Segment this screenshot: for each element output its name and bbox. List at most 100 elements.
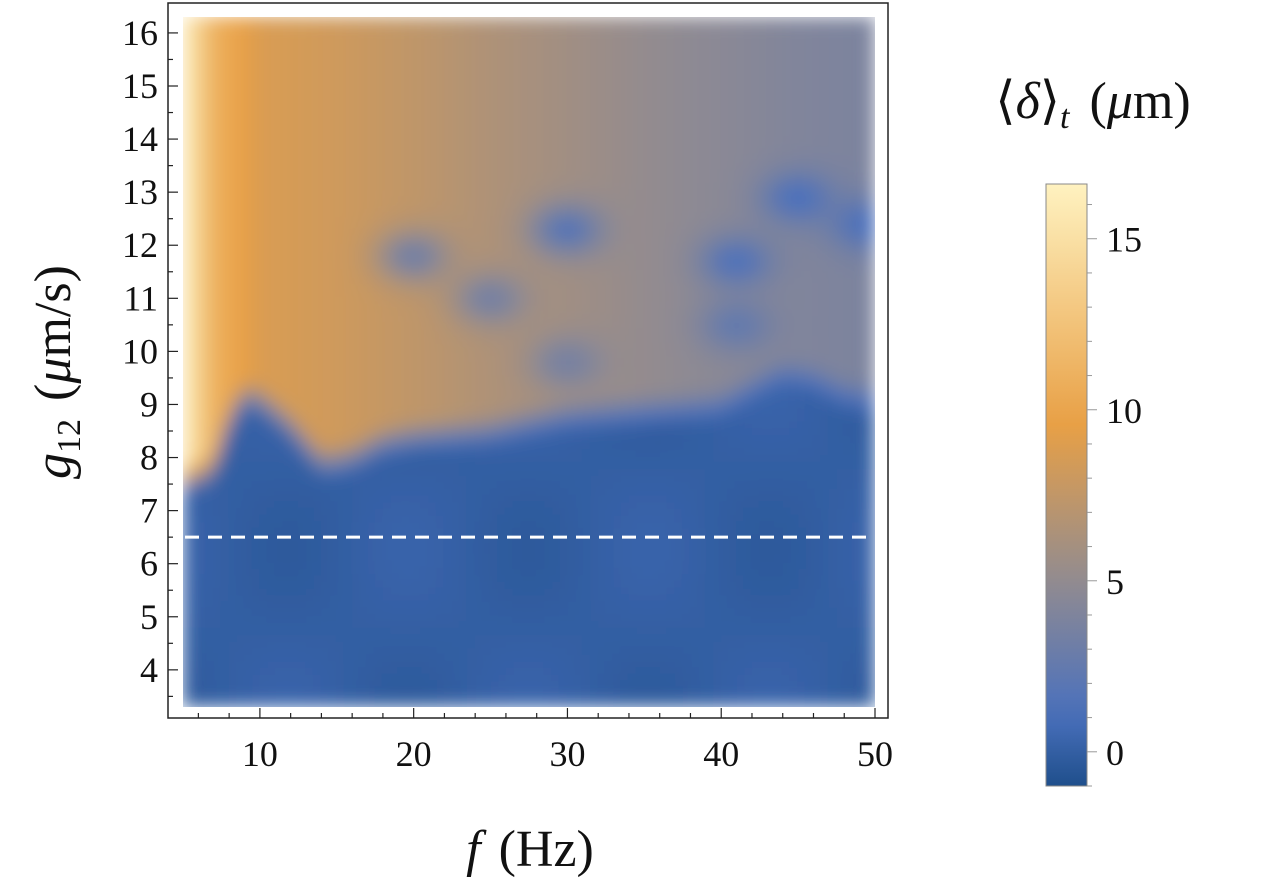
heatmap-cell [474, 129, 484, 137]
heatmap-cell [405, 149, 415, 157]
heatmap-cell [320, 381, 330, 390]
heatmap-cell [244, 660, 253, 668]
heatmap-cell [183, 666, 192, 675]
heatmap-cell [367, 467, 376, 476]
heatmap-cell [367, 301, 376, 310]
heatmap-cell [320, 547, 330, 555]
heatmap-cell [205, 175, 215, 184]
heatmap-cell [183, 301, 192, 310]
heatmap-cell [220, 474, 230, 482]
heatmap-cell [459, 308, 468, 317]
heatmap-cell [497, 23, 507, 31]
heatmap-cell [513, 560, 522, 569]
heatmap-cell [320, 109, 330, 118]
heatmap-cell [213, 447, 222, 456]
heatmap-cell [297, 268, 307, 277]
heatmap-cell [459, 102, 468, 111]
heatmap-cell [459, 441, 468, 449]
heatmap-cell [220, 381, 230, 390]
heatmap-cell [459, 474, 468, 482]
heatmap-cell [428, 427, 438, 436]
heatmap-cell [336, 699, 345, 707]
heatmap-cell [397, 447, 407, 456]
heatmap-cell [543, 686, 553, 695]
heatmap-cell [543, 182, 553, 190]
heatmap-cell [190, 447, 199, 456]
heatmap-cell [513, 334, 522, 343]
heatmap-cell [374, 89, 384, 98]
heatmap-cell [382, 281, 392, 290]
heatmap-cell [320, 17, 330, 25]
heatmap-cell [413, 401, 422, 409]
heatmap-cell [459, 540, 468, 549]
heatmap-cell [543, 222, 553, 230]
heatmap-cell [497, 155, 507, 164]
heatmap-cell [536, 56, 545, 64]
heatmap-cell [459, 361, 468, 370]
heatmap-cell [205, 255, 215, 263]
heatmap-cell [367, 693, 376, 701]
heatmap-cell [528, 454, 538, 463]
heatmap-cell [536, 169, 545, 177]
heatmap-cell [443, 182, 453, 190]
heatmap-cell [267, 222, 276, 230]
heatmap-cell [459, 222, 468, 230]
heatmap-cell [282, 175, 292, 184]
heatmap-cell [220, 321, 230, 330]
heatmap-cell [197, 540, 207, 549]
heatmap-cell [374, 560, 384, 569]
heatmap-cell [313, 368, 322, 376]
heatmap-cell [443, 116, 453, 124]
heatmap-cell [382, 699, 392, 707]
heatmap-cell [490, 49, 499, 58]
heatmap-cell [520, 593, 530, 602]
heatmap-cell [374, 487, 384, 496]
heatmap-cell [528, 169, 538, 177]
heatmap-cell [183, 182, 192, 190]
heatmap-cell [397, 275, 407, 283]
heatmap-cell [236, 613, 246, 622]
heatmap-cell [313, 699, 322, 707]
heatmap-cell [459, 653, 468, 662]
heatmap-cell [282, 606, 292, 615]
heatmap-cell [274, 182, 284, 190]
heatmap-cell [520, 547, 530, 555]
heatmap-cell [520, 43, 530, 51]
heatmap-cell [228, 487, 238, 496]
heatmap-cell [282, 414, 292, 423]
heatmap-cell [351, 560, 361, 569]
heatmap-cell [190, 394, 199, 403]
heatmap-cell [451, 520, 461, 529]
heatmap-cell [436, 394, 445, 403]
heatmap-cell [505, 474, 515, 482]
heatmap-cell [374, 421, 384, 429]
heatmap-cell [343, 613, 353, 622]
heatmap-cell [443, 149, 453, 157]
heatmap-cell [505, 520, 515, 529]
heatmap-cell [436, 29, 445, 38]
heatmap-cell [474, 454, 484, 463]
heatmap-cell [359, 414, 369, 423]
heatmap-cell [497, 414, 507, 423]
heatmap-cell [428, 507, 438, 516]
heatmap-cell [290, 653, 299, 662]
heatmap-cell [413, 626, 422, 635]
heatmap-cell [474, 268, 484, 277]
heatmap-cell [390, 620, 399, 628]
heatmap-cell [397, 182, 407, 190]
heatmap-cell [543, 567, 553, 575]
heatmap-cell [228, 348, 238, 356]
heatmap-cell [213, 76, 222, 84]
heatmap-cell [428, 89, 438, 98]
heatmap-cell [482, 434, 492, 443]
heatmap-cell [313, 242, 322, 250]
heatmap-cell [505, 673, 515, 681]
heatmap-cell [336, 381, 345, 390]
heatmap-cell [282, 646, 292, 655]
heatmap-cell [351, 321, 361, 330]
heatmap-cell [336, 321, 345, 330]
heatmap-cell [305, 500, 315, 509]
heatmap-cell [451, 135, 461, 144]
heatmap-cell [466, 434, 476, 443]
heatmap-cell [183, 76, 192, 84]
